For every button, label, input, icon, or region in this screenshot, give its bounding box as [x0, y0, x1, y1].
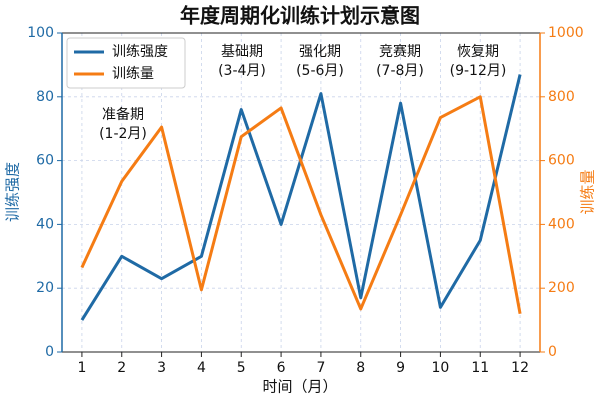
annotation: (7-8月)	[376, 63, 424, 79]
x-tick-label: 1	[77, 360, 86, 376]
y2-tick-label: 1000	[548, 25, 584, 41]
annotation: 强化期	[299, 44, 341, 60]
chart-title: 年度周期化训练计划示意图	[180, 4, 420, 28]
x-tick-label: 7	[316, 360, 325, 376]
x-tick-label: 12	[511, 360, 529, 376]
annotation: 准备期	[102, 106, 144, 123]
y-tick-label: 80	[36, 89, 54, 105]
x-tick-label: 10	[432, 360, 450, 376]
legend-label: 训练强度	[112, 44, 168, 60]
annotation: (3-4月)	[218, 63, 266, 79]
x-tick-label: 5	[237, 360, 246, 376]
y-tick-label: 40	[36, 216, 54, 232]
x-tick-label: 8	[356, 360, 365, 376]
y-tick-label: 100	[27, 25, 54, 41]
y-axis-label: 训练强度	[4, 162, 22, 222]
y2-tick-label: 0	[548, 344, 557, 360]
y-tick-label: 20	[36, 280, 54, 296]
y2-tick-label: 200	[548, 280, 575, 296]
x-axis-label: 时间（月）	[262, 378, 337, 396]
annotation: (9-12月)	[450, 63, 507, 79]
x-tick-label: 3	[157, 360, 166, 376]
x-tick-label: 9	[396, 360, 405, 376]
y2-tick-label: 800	[548, 89, 575, 105]
y2-axis-label: 训练量	[579, 169, 597, 214]
annotation: (1-2月)	[99, 126, 147, 142]
y-tick-label: 60	[36, 153, 54, 169]
x-tick-label: 6	[277, 360, 286, 376]
y2-tick-label: 600	[548, 153, 575, 169]
y-tick-label: 0	[45, 344, 54, 360]
annotation: (5-6月)	[296, 63, 344, 79]
series-line	[80, 95, 522, 314]
annotation: 竞赛期	[379, 43, 421, 60]
x-tick-label: 2	[117, 360, 126, 376]
y2-tick-label: 400	[548, 216, 575, 232]
annotation: 恢复期	[457, 43, 499, 60]
x-tick-label: 4	[197, 360, 206, 376]
x-tick-label: 11	[471, 360, 489, 376]
annotation: 基础期	[221, 43, 263, 60]
legend-label: 训练量	[112, 66, 154, 82]
